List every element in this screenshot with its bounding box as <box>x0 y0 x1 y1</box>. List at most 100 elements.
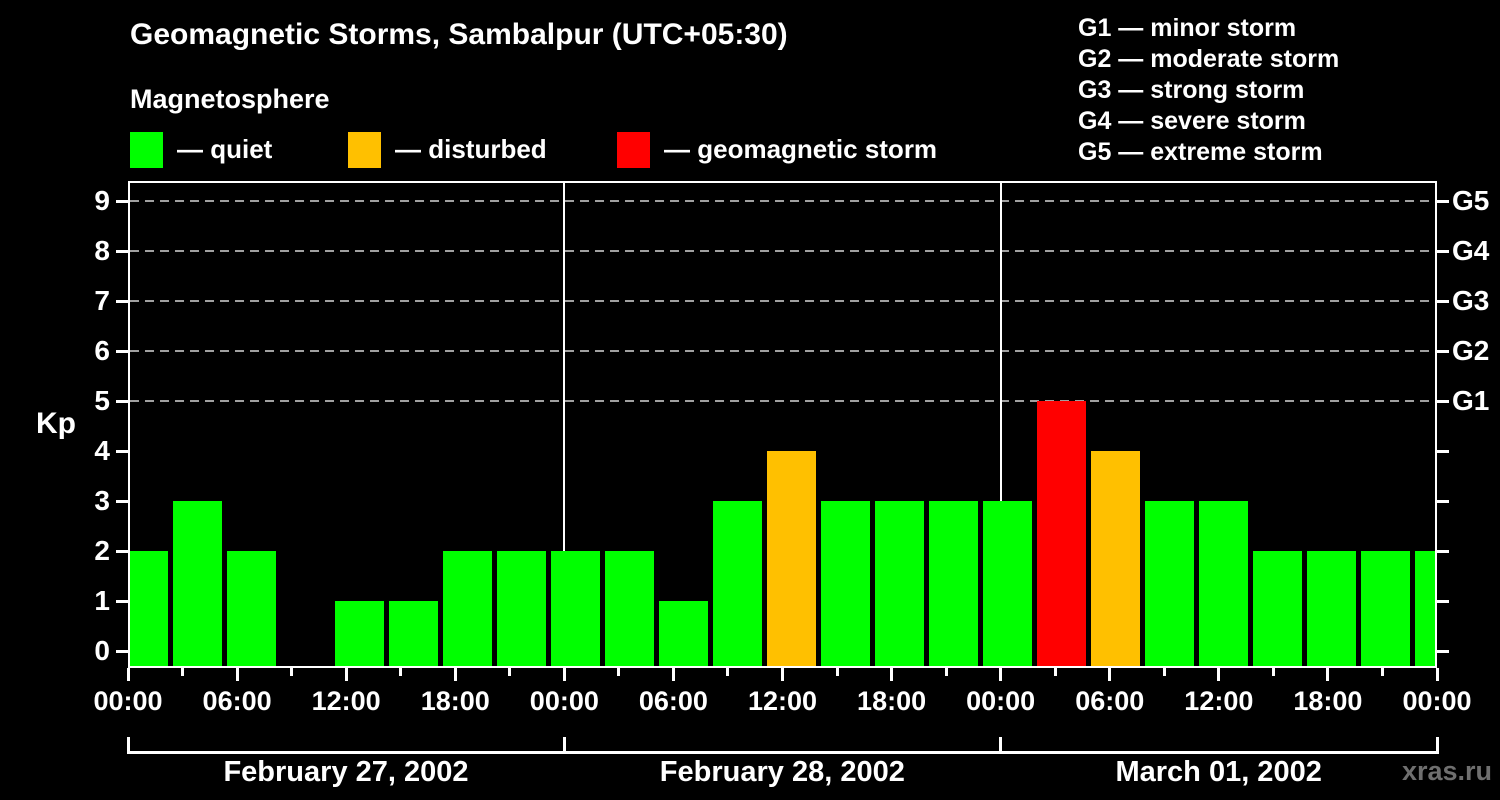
kp-bar <box>1037 401 1086 666</box>
g-level-label-g5: G5 <box>1452 185 1490 216</box>
x-axis-minor-tick <box>835 668 839 676</box>
kp-bar <box>1199 501 1248 666</box>
quiet-color-swatch <box>130 131 163 168</box>
kp-bar <box>1091 451 1140 666</box>
time-label: 06:00 <box>1075 686 1145 716</box>
gridline-g5 <box>130 200 1435 202</box>
x-axis-major-tick <box>1435 668 1439 681</box>
storm-scale-g2: G2 — moderate storm <box>1078 45 1340 73</box>
x-axis-minor-tick <box>726 668 730 676</box>
date-bracket-line <box>128 751 1437 754</box>
storm-color-swatch <box>617 131 650 168</box>
y-axis-tick-left <box>116 550 128 553</box>
y-axis-tick-right <box>1437 400 1449 403</box>
kp-tick-label: 1 <box>94 585 110 616</box>
y-axis-tick-left <box>116 200 128 203</box>
time-label: 00:00 <box>966 686 1036 716</box>
gridline-g2 <box>130 350 1435 352</box>
legend-item-disturbed: — disturbed <box>348 131 547 168</box>
chart-subtitle: Magnetosphere <box>130 84 330 114</box>
x-axis-major-tick <box>453 668 457 681</box>
disturbed-color-swatch <box>348 131 381 168</box>
y-axis-tick-right <box>1437 300 1449 303</box>
kp-bar <box>605 551 654 666</box>
watermark-xras-ru: xras.ru <box>1401 756 1492 786</box>
kp-bar <box>659 601 708 666</box>
x-axis-minor-tick <box>1380 668 1384 676</box>
y-axis-tick-right <box>1437 200 1449 203</box>
kp-bar <box>130 551 168 666</box>
y-axis-title: Kp <box>36 407 76 440</box>
x-axis-major-tick <box>562 668 566 681</box>
storm-scale-g5: G5 — extreme storm <box>1078 138 1323 166</box>
kp-bar <box>335 601 384 666</box>
legend-label-storm: — geomagnetic storm <box>664 134 938 164</box>
time-label: 00:00 <box>93 686 163 716</box>
gridline-g1 <box>130 400 1435 402</box>
kp-bar <box>551 551 600 666</box>
y-axis-tick-right <box>1437 650 1449 653</box>
x-axis-minor-tick <box>290 668 294 676</box>
y-axis-tick-left <box>116 600 128 603</box>
legend-item-quiet: — quiet <box>130 131 272 168</box>
y-axis-tick-right <box>1437 450 1449 453</box>
x-axis-minor-tick <box>617 668 621 676</box>
storm-scale-legend: G1 — minor storm G2 — moderate storm G3 … <box>1078 13 1339 168</box>
x-axis-major-tick <box>1326 668 1330 681</box>
x-axis-major-tick <box>1108 668 1112 681</box>
date-bracket-stub <box>562 737 566 754</box>
x-axis-major-tick <box>999 668 1003 681</box>
time-label: 12:00 <box>747 686 818 716</box>
kp-bar <box>1145 501 1194 666</box>
date-label: February 27, 2002 <box>223 756 469 788</box>
day-divider <box>563 183 566 666</box>
time-label: 18:00 <box>857 686 927 716</box>
kp-bar <box>1253 551 1302 666</box>
x-axis-major-tick <box>890 668 894 681</box>
time-label: 12:00 <box>311 686 381 716</box>
y-axis-tick-left <box>116 500 128 503</box>
date-bracket-stub <box>999 737 1003 754</box>
legend-label-disturbed: — disturbed <box>395 134 547 164</box>
x-axis-minor-tick <box>1162 668 1166 676</box>
kp-bar <box>875 501 924 666</box>
kp-bar <box>1415 551 1435 666</box>
kp-bar <box>389 601 438 666</box>
g-level-label-g2: G2 <box>1452 335 1490 366</box>
kp-bar <box>497 551 546 666</box>
y-axis-tick-right <box>1437 500 1449 503</box>
gridline-g4 <box>130 250 1435 252</box>
x-axis-minor-tick <box>399 668 403 676</box>
x-axis-minor-tick <box>944 668 948 676</box>
time-label: 00:00 <box>529 686 599 716</box>
y-axis-tick-left <box>116 450 128 453</box>
kp-bar <box>173 501 222 666</box>
legend-label-quiet: — quiet <box>177 134 273 164</box>
y-axis-tick-right <box>1437 250 1449 253</box>
kp-tick-label: 6 <box>94 335 110 366</box>
kp-tick-label: 9 <box>94 185 110 216</box>
y-axis-tick-right <box>1437 350 1449 353</box>
y-axis-tick-left <box>116 650 128 653</box>
time-label: 12:00 <box>1184 686 1254 716</box>
y-axis-tick-left <box>116 350 128 353</box>
y-axis-tick-left <box>116 250 128 253</box>
x-axis-major-tick <box>126 668 130 681</box>
kp-bar <box>821 501 870 666</box>
day-divider <box>999 183 1002 666</box>
x-axis-minor-tick <box>1053 668 1057 676</box>
kp-bar <box>1307 551 1356 666</box>
time-label: 18:00 <box>420 686 490 716</box>
kp-bar <box>227 551 276 666</box>
x-axis-major-tick <box>781 668 784 681</box>
gridline-g3 <box>130 300 1435 302</box>
y-axis-tick-right <box>1437 600 1449 603</box>
date-bracket-stub <box>1435 737 1439 754</box>
x-axis-minor-tick <box>508 668 512 676</box>
storm-scale-g1: G1 — minor storm <box>1078 14 1297 42</box>
time-label: 06:00 <box>638 686 708 716</box>
x-axis-minor-tick <box>181 668 185 676</box>
x-axis-major-tick <box>1217 668 1221 681</box>
kp-tick-label: 0 <box>94 635 110 666</box>
